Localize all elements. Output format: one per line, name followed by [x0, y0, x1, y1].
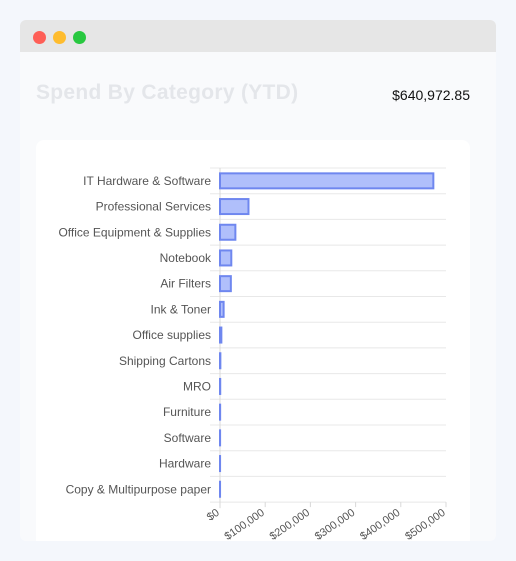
bar-6 [219, 326, 223, 344]
x-tick-label: $200,000 [268, 507, 312, 541]
bar-4 [219, 275, 232, 293]
bar-1 [219, 198, 250, 216]
minimize-window-button[interactable] [53, 31, 66, 44]
spend-bar-chart: IT Hardware & Software Professional Servi… [58, 167, 448, 541]
category-label: Office Equipment & Supplies [58, 225, 211, 239]
bar-5 [219, 300, 225, 318]
close-window-button[interactable] [33, 31, 46, 44]
category-label: IT Hardware & Software [83, 174, 211, 188]
x-tick-label: $0 [205, 507, 222, 524]
total-spend: $640,972.85 [392, 87, 470, 103]
x-tick-label: $400,000 [358, 507, 402, 541]
category-label: Software [164, 431, 212, 445]
category-label: Office supplies [133, 328, 212, 342]
x-tick-label: $100,000 [222, 507, 266, 541]
bar-0 [219, 172, 435, 190]
category-label: Notebook [160, 251, 212, 265]
category-label: Furniture [163, 405, 211, 419]
x-tick-label: $500,000 [403, 507, 447, 541]
app-window: Spend By Category (YTD) $640,972.85 IT H… [20, 20, 496, 541]
category-label: Copy & Multipurpose paper [66, 482, 211, 496]
window-titlebar [20, 20, 496, 52]
bar-2 [219, 223, 237, 241]
maximize-window-button[interactable] [73, 31, 86, 44]
category-label: Air Filters [160, 277, 211, 291]
page-title: Spend By Category (YTD) [36, 81, 299, 104]
category-label: Hardware [159, 457, 211, 471]
category-label: Professional Services [96, 200, 211, 214]
bar-3 [219, 249, 233, 267]
x-tick-label: $300,000 [313, 507, 357, 541]
page-content: Spend By Category (YTD) $640,972.85 IT H… [20, 52, 496, 541]
category-label: Ink & Toner [151, 302, 211, 316]
category-label: MRO [183, 379, 211, 393]
category-label: Shipping Cartons [119, 354, 211, 368]
chart-card: IT Hardware & Software Professional Servi… [36, 140, 470, 541]
